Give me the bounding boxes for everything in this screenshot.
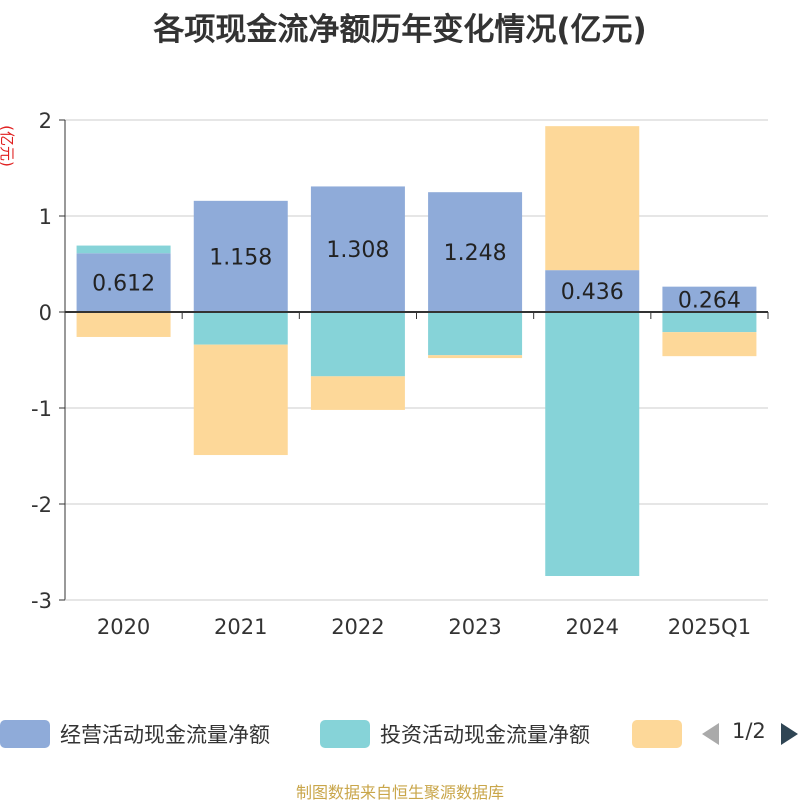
x-tick-label: 2025Q1	[668, 615, 751, 639]
bar-segment[interactable]	[662, 332, 757, 357]
bar-segment[interactable]	[662, 286, 757, 312]
x-tick-label: 2024	[566, 615, 619, 639]
legend-item-investing[interactable]: 投资活动现金流量净额	[320, 720, 590, 748]
bar-segment[interactable]	[76, 245, 171, 254]
data-label: 1.158	[209, 245, 272, 270]
bar-segment[interactable]	[545, 312, 640, 576]
y-tick-label: -2	[31, 493, 52, 517]
bar-segment[interactable]	[428, 312, 523, 356]
legend: 经营活动现金流量净额 投资活动现金流量净额 1/2	[0, 716, 800, 752]
legend-swatch-operating	[0, 720, 50, 748]
bar-segment[interactable]	[545, 270, 640, 312]
y-tick-label: 2	[39, 109, 52, 133]
x-tick-label: 2020	[97, 615, 150, 639]
legend-prev-arrow-icon[interactable]	[702, 723, 719, 745]
data-label: 0.436	[561, 280, 624, 305]
bar-segment[interactable]	[193, 200, 288, 312]
data-source-note: 制图数据来自恒生聚源数据库	[295, 783, 504, 802]
bar-segment[interactable]	[193, 312, 288, 345]
y-tick-label: -1	[31, 397, 52, 421]
bar-segment[interactable]	[428, 355, 523, 359]
y-tick-label: 1	[39, 205, 52, 229]
gridlines	[65, 119, 768, 601]
legend-pager: 1/2	[700, 716, 800, 752]
data-label: 1.308	[326, 238, 389, 263]
bar-segment[interactable]	[310, 186, 405, 312]
x-tick-label: 2023	[448, 615, 501, 639]
data-labels: 0.612 1.158 1.308 1.248 0.436 0.264	[92, 238, 741, 313]
legend-item-financing[interactable]	[632, 720, 692, 748]
legend-next-arrow-icon[interactable]	[781, 723, 798, 745]
x-tick-label: 2021	[214, 615, 267, 639]
data-label: 0.612	[92, 272, 155, 297]
data-label: 0.264	[678, 288, 741, 313]
legend-label-operating: 经营活动现金流量净额	[60, 723, 270, 747]
legend-label-investing: 投资活动现金流量净额	[380, 723, 590, 747]
legend-swatch-financing	[632, 720, 682, 748]
y-tick-label: -3	[31, 589, 52, 613]
y-tick-label: 0	[39, 301, 52, 325]
legend-item-operating[interactable]: 经营活动现金流量净额	[0, 720, 270, 748]
axes: -3 -2 -1 0 1 2 2020 2021 2022 2023 2024 2025Q1	[31, 109, 769, 639]
bar-segment[interactable]	[545, 126, 640, 271]
bar-segment[interactable]	[310, 376, 405, 410]
legend-page-indicator: 1/2	[732, 719, 766, 743]
bars	[76, 126, 757, 576]
legend-swatch-investing	[320, 720, 370, 748]
chart-canvas: (亿元) -3 -2 -1 0 1 2 2020 2021 2022 2023 2024 2025Q1…	[0, 109, 769, 639]
bar-segment[interactable]	[310, 312, 405, 377]
bar-segment[interactable]	[76, 312, 171, 337]
bar-segment[interactable]	[428, 192, 523, 312]
chart-title: 各项现金流净额历年变化情况(亿元)	[153, 12, 647, 48]
y-axis-unit-label: (亿元)	[0, 125, 16, 167]
bar-segment[interactable]	[193, 344, 288, 456]
bar-segment[interactable]	[662, 312, 757, 333]
bar-segment[interactable]	[76, 253, 171, 312]
x-tick-label: 2022	[331, 615, 384, 639]
data-label: 1.248	[444, 241, 507, 266]
